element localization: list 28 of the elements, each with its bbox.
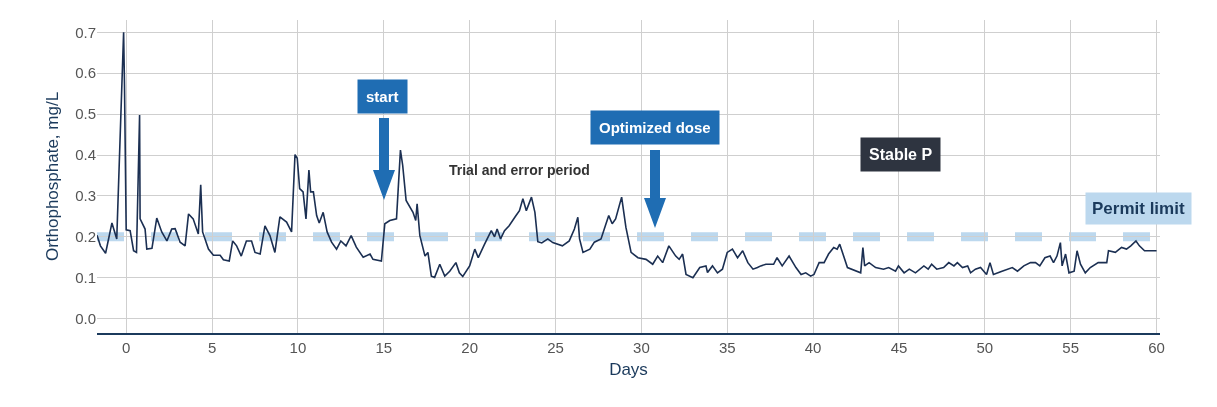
- y-tick-label: 0.1: [75, 269, 96, 287]
- x-tick-label: 0: [122, 339, 131, 356]
- x-tick-label: 30: [633, 339, 650, 356]
- y-tick-label: 0.7: [75, 23, 96, 41]
- x-tick-label: 35: [718, 339, 736, 356]
- annotation: start: [366, 88, 399, 105]
- x-axis-title: Days: [609, 359, 648, 379]
- y-tick-label: 0.3: [75, 187, 96, 205]
- x-tick-label: 60: [1148, 339, 1165, 356]
- x-tick-label: 40: [804, 339, 822, 356]
- x-tick-label: 55: [1062, 339, 1080, 356]
- y-tick-label: 0.4: [75, 146, 96, 164]
- x-tick-label: 10: [289, 339, 307, 356]
- y-axis-title: Orthophosphate, mg/L: [42, 91, 62, 262]
- annotation: Trial and error period: [449, 162, 590, 178]
- annotation: Optimized dose: [599, 119, 711, 136]
- annotation: Stable P: [869, 146, 933, 163]
- x-tick-label: 20: [461, 339, 478, 356]
- ref-line-label: Permit limit: [1092, 199, 1185, 218]
- x-tick-label: 5: [207, 339, 217, 356]
- x-tick-label: 15: [375, 339, 393, 356]
- y-tick-label: 0.0: [75, 309, 96, 327]
- y-tick-label: 0.2: [75, 228, 96, 246]
- x-tick-label: 45: [890, 339, 908, 356]
- x-tick-label: 50: [976, 339, 994, 356]
- y-tick-label: 0.6: [75, 64, 96, 82]
- x-tick-label: 25: [547, 339, 564, 356]
- y-tick-label: 0.5: [75, 105, 96, 123]
